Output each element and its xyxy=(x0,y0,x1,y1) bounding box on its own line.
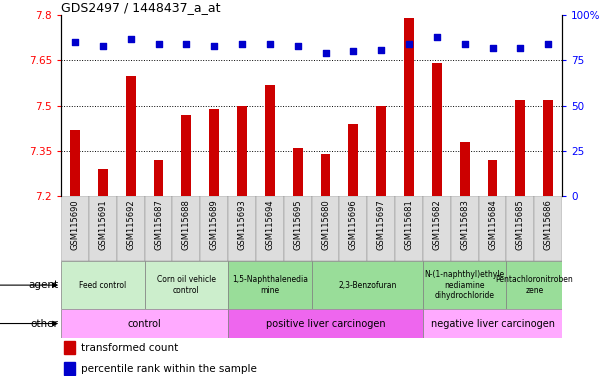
Text: transformed count: transformed count xyxy=(81,343,178,353)
Bar xyxy=(451,196,478,261)
Bar xyxy=(64,341,75,354)
Text: GSM115694: GSM115694 xyxy=(265,199,274,250)
Text: Pentachloronitroben
zene: Pentachloronitroben zene xyxy=(496,275,573,295)
Bar xyxy=(228,196,256,261)
Bar xyxy=(61,309,228,338)
Point xyxy=(70,40,80,46)
Point xyxy=(293,43,302,49)
Point xyxy=(126,36,136,42)
Text: Feed control: Feed control xyxy=(79,281,126,290)
Bar xyxy=(543,99,553,196)
Text: GSM115683: GSM115683 xyxy=(460,199,469,250)
Text: N-(1-naphthyl)ethyle
nediamine
dihydrochloride: N-(1-naphthyl)ethyle nediamine dihydroch… xyxy=(425,270,505,300)
Bar xyxy=(423,261,507,309)
Text: 2,3-Benzofuran: 2,3-Benzofuran xyxy=(338,281,397,290)
Bar xyxy=(293,148,302,196)
Bar xyxy=(172,196,200,261)
Point xyxy=(348,48,358,55)
Text: control: control xyxy=(128,318,161,329)
Point xyxy=(460,41,470,47)
Bar xyxy=(64,362,75,375)
Bar xyxy=(284,196,312,261)
Point xyxy=(404,41,414,47)
Bar xyxy=(237,106,247,196)
Text: agent: agent xyxy=(28,280,58,290)
Text: GSM115691: GSM115691 xyxy=(98,199,108,250)
Bar xyxy=(145,261,228,309)
Bar xyxy=(200,196,228,261)
Point xyxy=(543,41,553,47)
Point xyxy=(432,34,442,40)
Bar xyxy=(228,309,423,338)
Bar xyxy=(507,196,534,261)
Point xyxy=(265,41,275,47)
Point xyxy=(237,41,247,47)
Point xyxy=(153,41,163,47)
Bar xyxy=(488,160,497,196)
Bar xyxy=(367,196,395,261)
Point xyxy=(321,50,331,56)
Point xyxy=(488,45,497,51)
Bar xyxy=(423,309,562,338)
Bar xyxy=(126,76,136,196)
Bar xyxy=(340,196,367,261)
Text: GSM115696: GSM115696 xyxy=(349,199,358,250)
Point xyxy=(376,46,386,53)
Text: GSM115692: GSM115692 xyxy=(126,199,135,250)
Bar xyxy=(395,196,423,261)
Bar xyxy=(321,154,331,196)
Text: GSM115697: GSM115697 xyxy=(377,199,386,250)
Text: GSM115681: GSM115681 xyxy=(404,199,414,250)
Text: GSM115695: GSM115695 xyxy=(293,199,302,250)
Point xyxy=(98,43,108,49)
Bar xyxy=(61,261,145,309)
Bar xyxy=(181,114,191,196)
Text: GSM115686: GSM115686 xyxy=(544,199,553,250)
Bar xyxy=(516,99,525,196)
Bar xyxy=(376,106,386,196)
Text: GDS2497 / 1448437_a_at: GDS2497 / 1448437_a_at xyxy=(61,1,221,14)
Text: negative liver carcinogen: negative liver carcinogen xyxy=(431,318,555,329)
Bar xyxy=(348,124,358,196)
Text: GSM115687: GSM115687 xyxy=(154,199,163,250)
Bar xyxy=(153,160,163,196)
Bar xyxy=(145,196,172,261)
Text: 1,5-Naphthalenedia
mine: 1,5-Naphthalenedia mine xyxy=(232,275,308,295)
Bar xyxy=(89,196,117,261)
Text: positive liver carcinogen: positive liver carcinogen xyxy=(266,318,386,329)
Text: GSM115690: GSM115690 xyxy=(70,199,79,250)
Bar xyxy=(312,196,340,261)
Text: GSM115689: GSM115689 xyxy=(210,199,219,250)
Text: GSM115693: GSM115693 xyxy=(238,199,246,250)
Bar xyxy=(61,196,89,261)
Bar xyxy=(256,196,284,261)
Bar xyxy=(478,196,507,261)
Bar xyxy=(98,169,108,196)
Bar xyxy=(312,261,423,309)
Bar xyxy=(70,130,80,196)
Bar xyxy=(507,261,562,309)
Point xyxy=(516,45,525,51)
Text: GSM115684: GSM115684 xyxy=(488,199,497,250)
Text: GSM115685: GSM115685 xyxy=(516,199,525,250)
Bar xyxy=(534,196,562,261)
Point xyxy=(210,43,219,49)
Bar xyxy=(117,196,145,261)
Text: percentile rank within the sample: percentile rank within the sample xyxy=(81,364,257,374)
Text: GSM115688: GSM115688 xyxy=(182,199,191,250)
Bar xyxy=(228,261,312,309)
Bar xyxy=(404,18,414,196)
Bar xyxy=(460,142,470,196)
Text: GSM115680: GSM115680 xyxy=(321,199,330,250)
Bar xyxy=(265,84,275,196)
Bar xyxy=(432,63,442,196)
Text: Corn oil vehicle
control: Corn oil vehicle control xyxy=(157,275,216,295)
Point xyxy=(181,41,191,47)
Bar xyxy=(423,196,451,261)
Bar xyxy=(210,109,219,196)
Text: GSM115682: GSM115682 xyxy=(433,199,441,250)
Text: other: other xyxy=(30,318,58,329)
